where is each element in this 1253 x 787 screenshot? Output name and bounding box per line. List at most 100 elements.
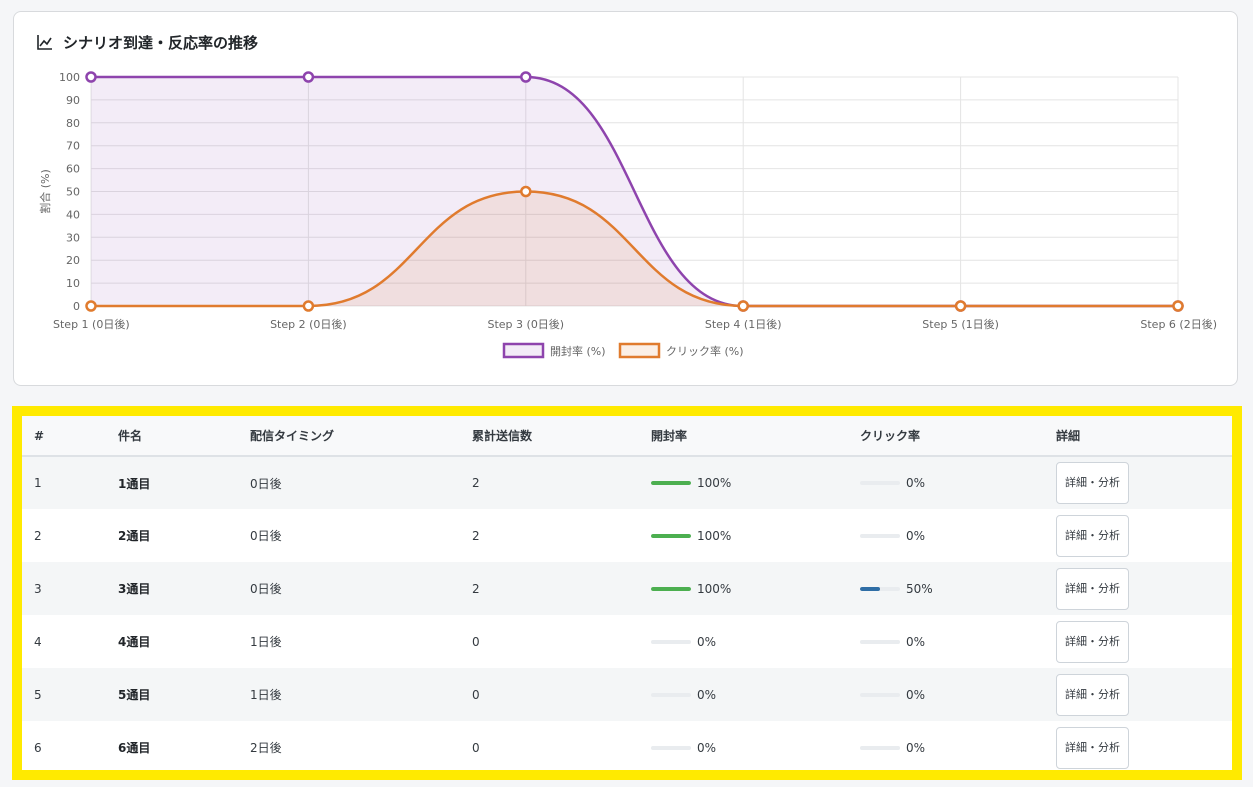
open-rate-bar xyxy=(651,481,691,485)
open-rate-bar xyxy=(651,639,691,644)
step-table: # 件名 配信タイミング 累計送信数 開封率 クリック率 詳細 1 1通目 0日後 2… xyxy=(22,416,1232,770)
row-number: 2 xyxy=(34,528,42,543)
row-detail: 詳細・分析 xyxy=(1044,509,1232,562)
legend-swatch-0 xyxy=(502,342,545,359)
row-subject: 5通目 xyxy=(118,688,151,702)
click-rate-value: 0% xyxy=(906,687,926,702)
x-tick-label: Step 1 (0日後) xyxy=(53,317,130,331)
row-open-rate: 0% xyxy=(639,615,848,668)
y-tick-label: 100 xyxy=(59,71,80,84)
open-rate-bar-fill xyxy=(651,586,691,591)
y-axis-label: 割合 (%) xyxy=(38,169,52,214)
row-sent-count: 0 xyxy=(472,634,480,649)
row-number: 5 xyxy=(34,687,42,702)
open-rate-value: 0% xyxy=(697,634,717,649)
open-rate-bar-fill xyxy=(651,533,691,538)
click-rate-value: 50% xyxy=(906,581,933,596)
line-chart: 0 10 20 30 40 50 60 70 80 90 100 Step 1 (0日後) Step 2… xyxy=(38,71,1217,359)
table-row: 4 4通目 1日後 0 0% 0% 詳細・分析 xyxy=(22,615,1232,668)
data-point-0 xyxy=(85,71,97,83)
data-point-1 xyxy=(520,185,532,198)
detail-analysis-button[interactable]: 詳細・分析 xyxy=(1056,514,1129,557)
row-detail: 詳細・分析 xyxy=(1044,721,1232,770)
row-open-rate: 100% xyxy=(639,456,848,509)
y-tick-label: 30 xyxy=(66,231,80,244)
data-point-0 xyxy=(520,71,532,83)
row-detail: 詳細・分析 xyxy=(1044,456,1232,509)
x-tick-label: Step 6 (2日後) xyxy=(1140,317,1217,331)
detail-analysis-button[interactable]: 詳細・分析 xyxy=(1056,620,1129,663)
col-header-subject: 件名 xyxy=(106,416,238,457)
click-rate-bar xyxy=(860,481,900,485)
chart-card: シナリオ到達・反応率の推移 0 10 20 30 40 50 60 70 80 90 100 Step… xyxy=(13,11,1238,386)
data-point-1 xyxy=(954,300,967,312)
row-detail: 詳細・分析 xyxy=(1044,562,1232,615)
table-header-row: # 件名 配信タイミング 累計送信数 開封率 クリック率 詳細 xyxy=(22,416,1232,457)
data-point-1 xyxy=(1172,300,1184,312)
col-header-click-rate: クリック率 xyxy=(848,416,1044,457)
row-timing: 0日後 xyxy=(250,582,282,596)
click-rate-bar xyxy=(860,692,900,697)
x-tick-label: Step 4 (1日後) xyxy=(705,317,782,331)
row-click-rate: 0% xyxy=(848,509,1044,562)
col-header-number: # xyxy=(22,416,106,457)
col-header-timing: 配信タイミング xyxy=(238,416,460,457)
data-point-0 xyxy=(302,71,315,83)
data-point-1 xyxy=(85,300,97,312)
click-rate-bar-fill xyxy=(860,586,880,591)
open-rate-bar xyxy=(651,745,691,750)
row-sent-count: 2 xyxy=(472,581,480,596)
row-subject: 1通目 xyxy=(118,476,151,491)
table-row: 6 6通目 2日後 0 0% 0% 詳細・分析 xyxy=(22,721,1232,770)
chart-card-header: シナリオ到達・反応率の推移 xyxy=(36,30,258,54)
legend-label-0: 開封率 (%) xyxy=(550,344,606,358)
y-tick-label: 80 xyxy=(66,117,80,130)
open-rate-bar xyxy=(651,586,691,591)
legend-swatch-1 xyxy=(618,342,661,359)
row-subject: 2通目 xyxy=(118,529,151,543)
detail-analysis-button[interactable]: 詳細・分析 xyxy=(1056,673,1129,716)
line-chart-icon xyxy=(37,35,52,50)
open-rate-bar xyxy=(651,533,691,538)
detail-analysis-button[interactable]: 詳細・分析 xyxy=(1056,567,1129,610)
x-tick-label: Step 5 (1日後) xyxy=(922,317,999,331)
row-click-rate: 0% xyxy=(848,668,1044,721)
y-tick-label: 0 xyxy=(73,300,80,313)
open-rate-bar xyxy=(651,692,691,697)
row-detail: 詳細・分析 xyxy=(1044,615,1232,668)
row-click-rate: 0% xyxy=(848,456,1044,509)
open-rate-value: 100% xyxy=(697,581,732,596)
click-rate-bar xyxy=(860,639,900,644)
row-timing: 1日後 xyxy=(250,688,282,702)
row-sent-count: 2 xyxy=(472,476,480,490)
row-sent-count: 0 xyxy=(472,687,480,702)
row-number: 3 xyxy=(34,581,42,596)
row-timing: 0日後 xyxy=(250,476,282,491)
table-row: 3 3通目 0日後 2 100% 50% 詳細・分析 xyxy=(22,562,1232,615)
chart-title: シナリオ到達・反応率の推移 xyxy=(63,33,259,52)
y-tick-label: 10 xyxy=(66,277,80,290)
click-rate-value: 0% xyxy=(906,740,926,755)
row-click-rate: 0% xyxy=(848,615,1044,668)
col-header-sent: 累計送信数 xyxy=(460,416,639,457)
row-timing: 0日後 xyxy=(250,529,282,543)
y-tick-label: 50 xyxy=(66,186,80,199)
data-point-1 xyxy=(737,300,749,312)
step-table-grid: # 件名 配信タイミング 累計送信数 開封率 クリック率 詳細 1 1通目 0日後 2… xyxy=(22,416,1232,770)
open-rate-value: 100% xyxy=(697,476,732,490)
table-row: 5 5通目 1日後 0 0% 0% 詳細・分析 xyxy=(22,668,1232,721)
detail-analysis-button[interactable]: 詳細・分析 xyxy=(1056,726,1129,769)
open-rate-bar-fill xyxy=(651,481,691,485)
detail-analysis-button[interactable]: 詳細・分析 xyxy=(1056,462,1129,504)
col-header-detail: 詳細 xyxy=(1044,416,1232,457)
row-open-rate: 0% xyxy=(639,721,848,770)
row-subject: 6通目 xyxy=(118,741,151,755)
row-number: 4 xyxy=(34,634,42,649)
row-timing: 2日後 xyxy=(250,741,282,755)
row-detail: 詳細・分析 xyxy=(1044,668,1232,721)
row-number: 1 xyxy=(34,476,42,490)
y-tick-label: 60 xyxy=(66,163,80,176)
row-open-rate: 100% xyxy=(639,509,848,562)
row-subject: 3通目 xyxy=(118,582,151,596)
row-timing: 1日後 xyxy=(250,635,282,649)
